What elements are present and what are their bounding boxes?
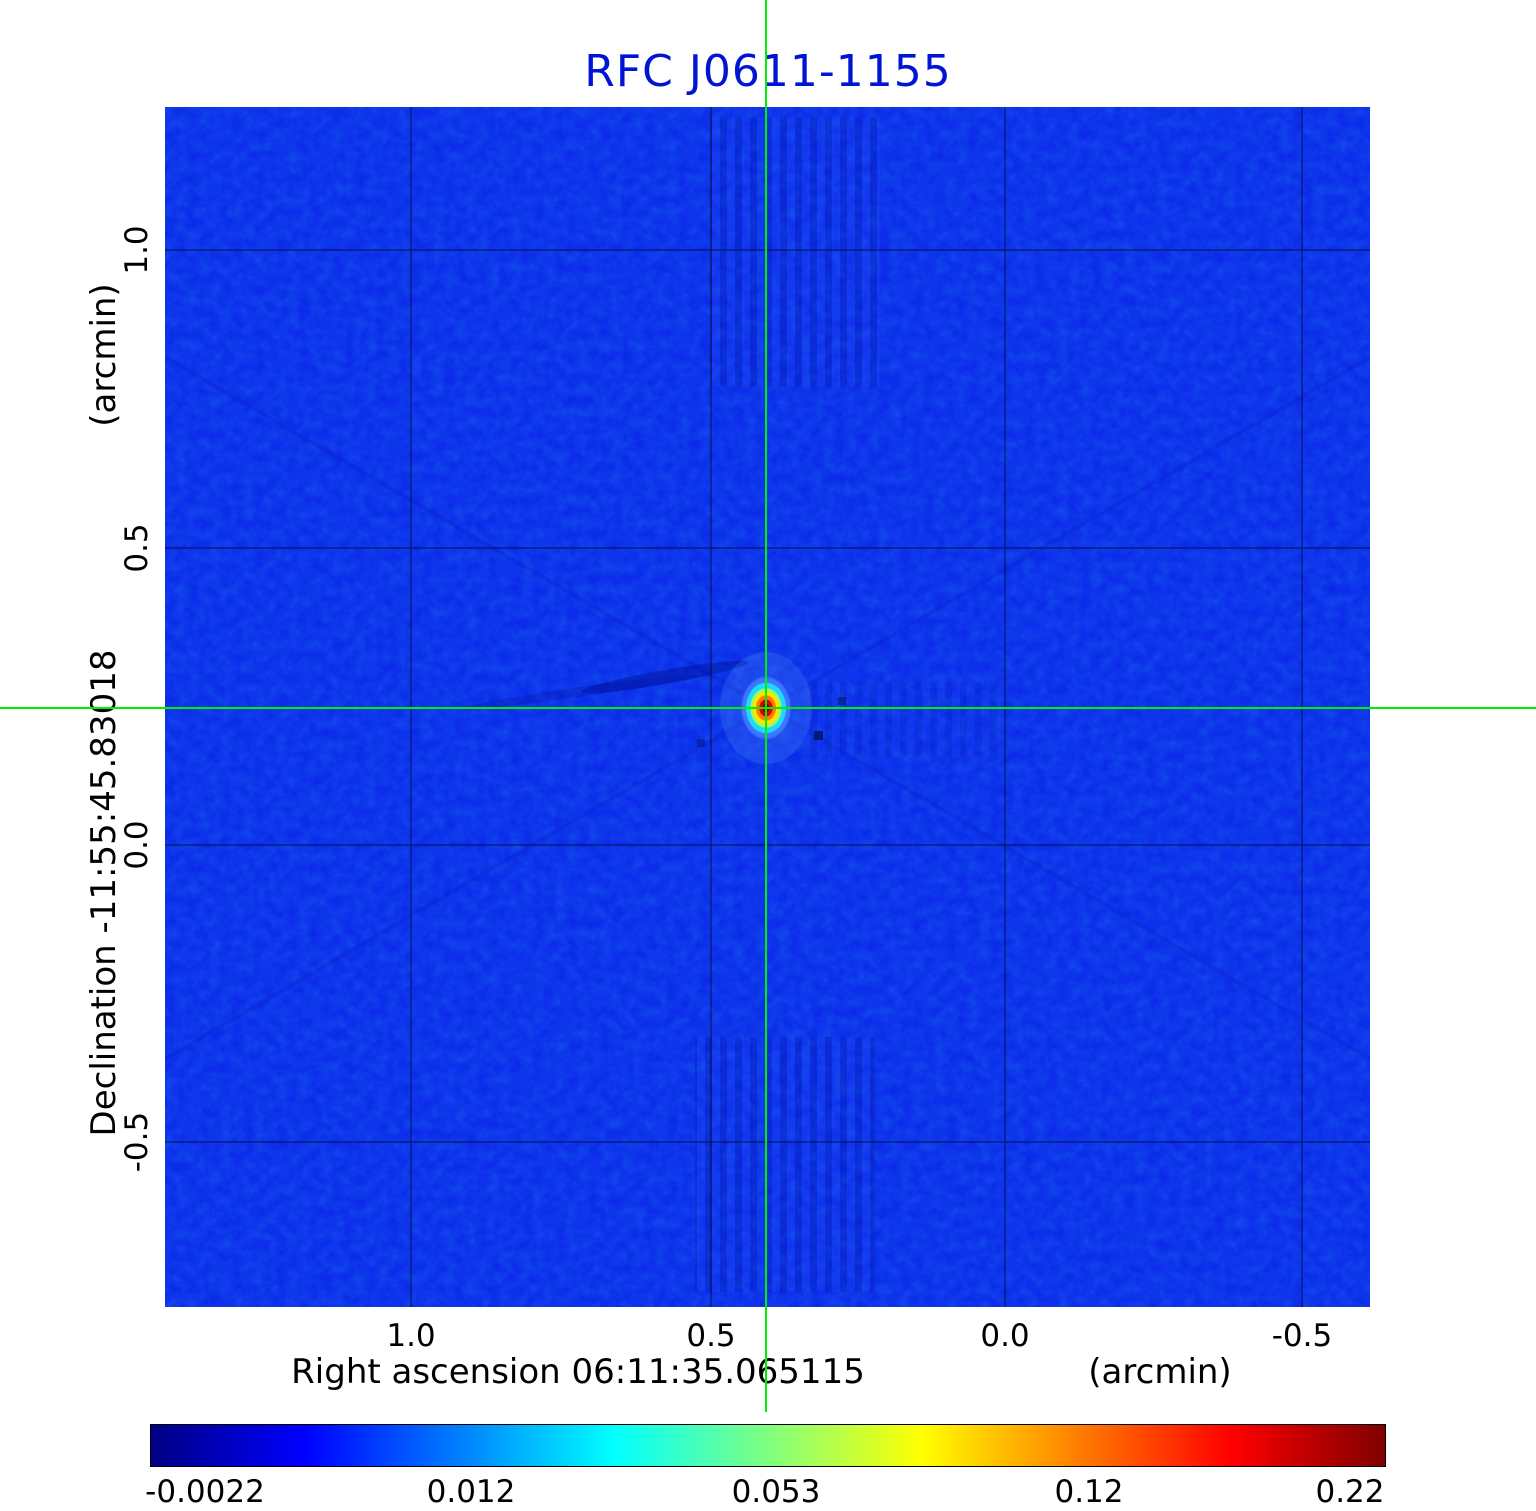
- colorbar-tick-label: 0.053: [731, 1474, 821, 1510]
- crosshair-horizontal-line: [0, 707, 1536, 709]
- y-axis-label: Declination -11:55:45.83018: [84, 649, 124, 1137]
- x-axis-unit-label: (arcmin): [1088, 1352, 1232, 1392]
- y-tick-label: 0.0: [119, 820, 155, 870]
- x-axis-label: Right ascension 06:11:35.065115: [291, 1352, 865, 1392]
- y-tick-label: 0.5: [119, 523, 155, 573]
- ripple-artifacts: [695, 117, 1005, 1292]
- colorbar: [150, 1424, 1386, 1467]
- crosshair-vertical-line: [765, 0, 767, 1412]
- colorbar-tick-label: 0.12: [1054, 1474, 1124, 1510]
- x-tick-label: 0.0: [980, 1318, 1030, 1354]
- x-tick-label: 1.0: [386, 1318, 436, 1354]
- x-tick-label: -0.5: [1271, 1318, 1333, 1354]
- y-tick-label: 1.0: [119, 225, 155, 275]
- colorbar-tick-label: 0.012: [426, 1474, 516, 1510]
- colorbar-tick-label: -0.0022: [145, 1474, 265, 1510]
- y-tick-label: -0.5: [119, 1111, 155, 1173]
- x-tick-label: 0.5: [686, 1318, 736, 1354]
- colorbar-tick-label: 0.22: [1315, 1474, 1385, 1510]
- page-title: RFC J0611-1155: [584, 46, 952, 97]
- y-axis-unit-label: (arcmin): [84, 283, 124, 427]
- negative-streaks: [461, 660, 749, 710]
